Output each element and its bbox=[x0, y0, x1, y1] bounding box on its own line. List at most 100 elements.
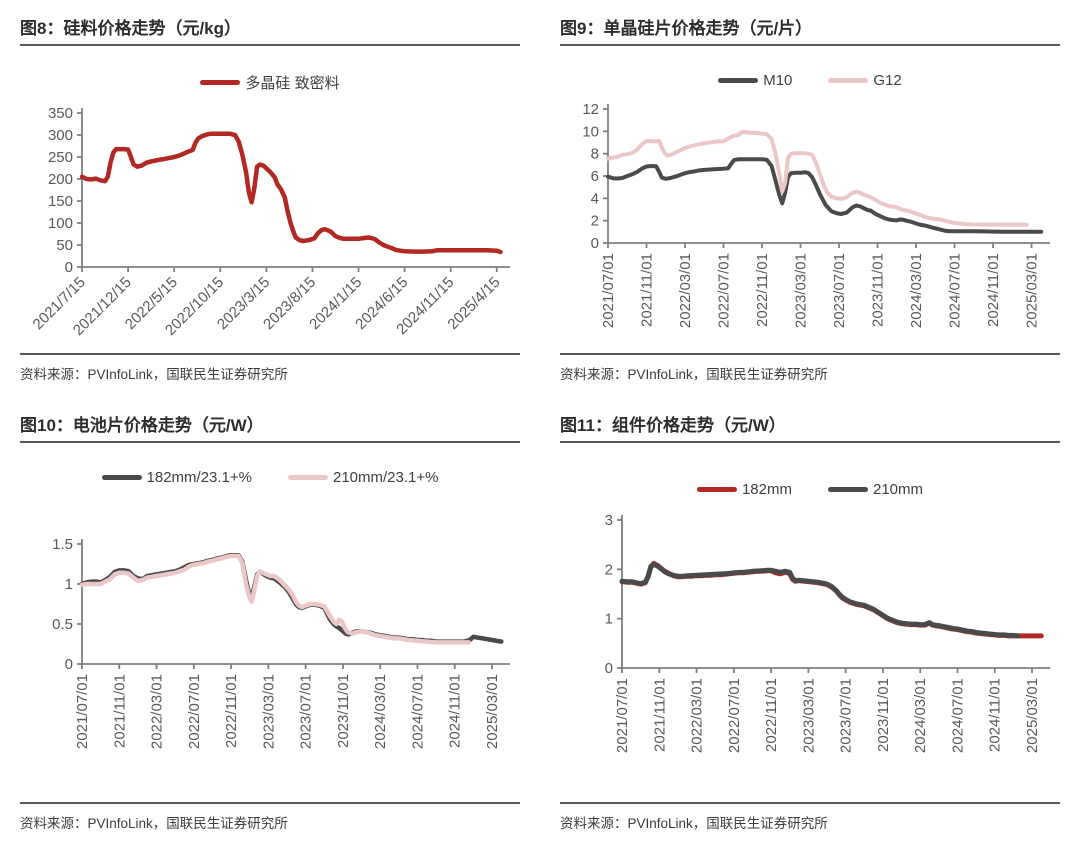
svg-text:2021/07/01: 2021/07/01 bbox=[74, 674, 91, 749]
svg-text:150: 150 bbox=[48, 193, 73, 210]
figure-panel-8: 图8：硅料价格走势（元/kg） 多晶硅 致密料 0 50 100 150 200 250 3… bbox=[0, 0, 540, 397]
svg-text:2021/11/01: 2021/11/01 bbox=[651, 678, 668, 752]
figure-panel-10: 图10：电池片价格走势（元/W） 182mm/23.1+% 210mm/23.1… bbox=[0, 397, 540, 846]
svg-text:2023/07/01: 2023/07/01 bbox=[831, 253, 848, 328]
svg-text:2022/07/01: 2022/07/01 bbox=[186, 674, 203, 749]
legend-item: 多晶硅 致密料 bbox=[200, 72, 340, 93]
svg-text:2024/11/01: 2024/11/01 bbox=[447, 674, 464, 748]
svg-text:2024/03/01: 2024/03/01 bbox=[908, 253, 925, 328]
legend-item: 210mm/23.1+% bbox=[288, 469, 438, 486]
svg-text:50: 50 bbox=[56, 237, 73, 254]
legend-label: M10 bbox=[763, 72, 793, 89]
svg-text:2023/11/01: 2023/11/01 bbox=[870, 253, 887, 327]
figure-panel-9: 图9：单晶硅片价格走势（元/片） M10 G12 0 2 4 6 8 10 12 2021/0… bbox=[540, 0, 1080, 397]
figure-9-title: 图9：单晶硅片价格走势（元/片） bbox=[560, 14, 1060, 46]
figure-9-legend: M10 G12 bbox=[560, 72, 1060, 89]
legend-label: 多晶硅 致密料 bbox=[245, 75, 340, 92]
svg-text:0: 0 bbox=[605, 660, 613, 677]
legend-label: 210mm/23.1+% bbox=[333, 469, 439, 486]
legend-label: G12 bbox=[873, 72, 902, 89]
legend-line-swatch bbox=[828, 78, 869, 83]
svg-text:0: 0 bbox=[65, 656, 73, 673]
svg-text:2024/07/01: 2024/07/01 bbox=[409, 674, 426, 749]
figure-11-legend: 182mm 210mm bbox=[560, 481, 1060, 498]
figure-8-source-note: 资料来源：PVInfoLink，国联民生证券研究所 bbox=[20, 353, 520, 383]
svg-text:2: 2 bbox=[605, 561, 613, 578]
svg-text:2024/03/01: 2024/03/01 bbox=[372, 674, 389, 749]
svg-text:350: 350 bbox=[48, 105, 73, 122]
svg-text:2025/03/01: 2025/03/01 bbox=[1024, 678, 1041, 753]
svg-text:2021/11/01: 2021/11/01 bbox=[111, 674, 128, 748]
svg-text:200: 200 bbox=[48, 171, 73, 188]
svg-text:0.5: 0.5 bbox=[52, 616, 73, 633]
figure-10-title: 图10：电池片价格走势（元/W） bbox=[20, 411, 520, 443]
svg-text:2023/07/01: 2023/07/01 bbox=[838, 678, 855, 753]
svg-text:250: 250 bbox=[48, 149, 73, 166]
legend-item: M10 bbox=[718, 72, 792, 89]
legend-line-swatch bbox=[101, 475, 142, 480]
figure-9-source-note: 资料来源：PVInfoLink，国联民生证券研究所 bbox=[560, 353, 1060, 383]
svg-text:8: 8 bbox=[591, 146, 599, 163]
svg-text:2022/03/01: 2022/03/01 bbox=[677, 253, 694, 328]
cell-price-chart: 0 0.5 1 1.5 2021/07/01 2021/11/01 2022/03/01 20… bbox=[52, 536, 510, 749]
svg-text:2024/11/01: 2024/11/01 bbox=[985, 253, 1002, 327]
svg-text:1: 1 bbox=[65, 576, 73, 593]
svg-text:2025/03/01: 2025/03/01 bbox=[484, 674, 501, 749]
legend-line-swatch bbox=[696, 487, 737, 492]
svg-text:2023/07/01: 2023/07/01 bbox=[298, 674, 315, 749]
svg-text:2023/03/01: 2023/03/01 bbox=[260, 674, 277, 749]
svg-text:2024/07/01: 2024/07/01 bbox=[947, 253, 964, 328]
module-price-chart: 0 1 2 3 2021/07/01 2021/11/01 2022/03/01 2022/0… bbox=[605, 512, 1050, 753]
svg-text:2023/03/01: 2023/03/01 bbox=[793, 253, 810, 328]
svg-text:2022/11/01: 2022/11/01 bbox=[763, 678, 780, 752]
legend-line-swatch bbox=[200, 80, 241, 85]
svg-text:12: 12 bbox=[582, 101, 599, 118]
svg-text:2021/07/01: 2021/07/01 bbox=[614, 678, 631, 753]
svg-text:1.5: 1.5 bbox=[52, 536, 73, 553]
legend-item: 182mm bbox=[696, 481, 792, 498]
svg-text:2024/03/01: 2024/03/01 bbox=[912, 678, 929, 753]
legend-item: 210mm bbox=[828, 481, 923, 498]
legend-label: 182mm bbox=[741, 481, 792, 498]
figure-10-legend: 182mm/23.1+% 210mm/23.1+% bbox=[20, 469, 520, 486]
svg-text:2022/11/01: 2022/11/01 bbox=[754, 253, 771, 327]
svg-text:2022/11/01: 2022/11/01 bbox=[223, 674, 240, 748]
legend-line-swatch bbox=[288, 475, 328, 480]
figure-11-title: 图11：组件价格走势（元/W） bbox=[560, 411, 1060, 443]
legend-label: 210mm bbox=[873, 481, 924, 498]
svg-text:2024/11/01: 2024/11/01 bbox=[987, 678, 1004, 752]
figure-11-source-note: 资料来源：PVInfoLink，国联民生证券研究所 bbox=[560, 802, 1060, 832]
figure-8-title: 图8：硅料价格走势（元/kg） bbox=[20, 14, 520, 46]
svg-text:0: 0 bbox=[65, 259, 73, 276]
svg-text:0: 0 bbox=[591, 235, 599, 252]
svg-text:10: 10 bbox=[582, 123, 599, 140]
svg-text:2022/07/01: 2022/07/01 bbox=[716, 253, 733, 328]
legend-line-swatch bbox=[718, 78, 759, 83]
svg-text:100: 100 bbox=[48, 215, 73, 232]
svg-text:300: 300 bbox=[48, 127, 73, 144]
wafer-price-chart: 0 2 4 6 8 10 12 2021/07/01 2021/11/01 2022/03/01 2… bbox=[582, 101, 1050, 328]
svg-text:2021/11/01: 2021/11/01 bbox=[639, 253, 656, 327]
svg-text:2023/11/01: 2023/11/01 bbox=[875, 678, 892, 752]
legend-item: 182mm/23.1+% bbox=[101, 469, 252, 486]
svg-text:4: 4 bbox=[591, 190, 599, 207]
figure-8-legend: 多晶硅 致密料 bbox=[20, 72, 520, 93]
svg-text:2024/07/01: 2024/07/01 bbox=[949, 678, 966, 753]
svg-text:2: 2 bbox=[591, 213, 599, 230]
svg-text:2023/03/01: 2023/03/01 bbox=[800, 678, 817, 753]
svg-text:3: 3 bbox=[605, 512, 613, 529]
legend-item: G12 bbox=[828, 72, 902, 89]
figure-10-source-note: 资料来源：PVInfoLink，国联民生证券研究所 bbox=[20, 802, 520, 832]
svg-text:1: 1 bbox=[605, 611, 613, 628]
polysilicon-price-chart: 0501001502002503003502021/7/152021/12/15… bbox=[30, 105, 510, 339]
figure-panel-11: 图11：组件价格走势（元/W） 182mm 210mm 0 1 2 3 2021/07/… bbox=[540, 397, 1080, 846]
svg-text:2022/07/01: 2022/07/01 bbox=[726, 678, 743, 753]
svg-text:2021/07/01: 2021/07/01 bbox=[600, 253, 617, 328]
svg-text:2025/03/01: 2025/03/01 bbox=[1024, 253, 1041, 328]
svg-text:2023/11/01: 2023/11/01 bbox=[335, 674, 352, 748]
svg-text:6: 6 bbox=[591, 168, 599, 185]
svg-text:2022/03/01: 2022/03/01 bbox=[689, 678, 706, 753]
legend-label: 182mm/23.1+% bbox=[146, 469, 252, 486]
legend-line-swatch bbox=[828, 487, 868, 492]
